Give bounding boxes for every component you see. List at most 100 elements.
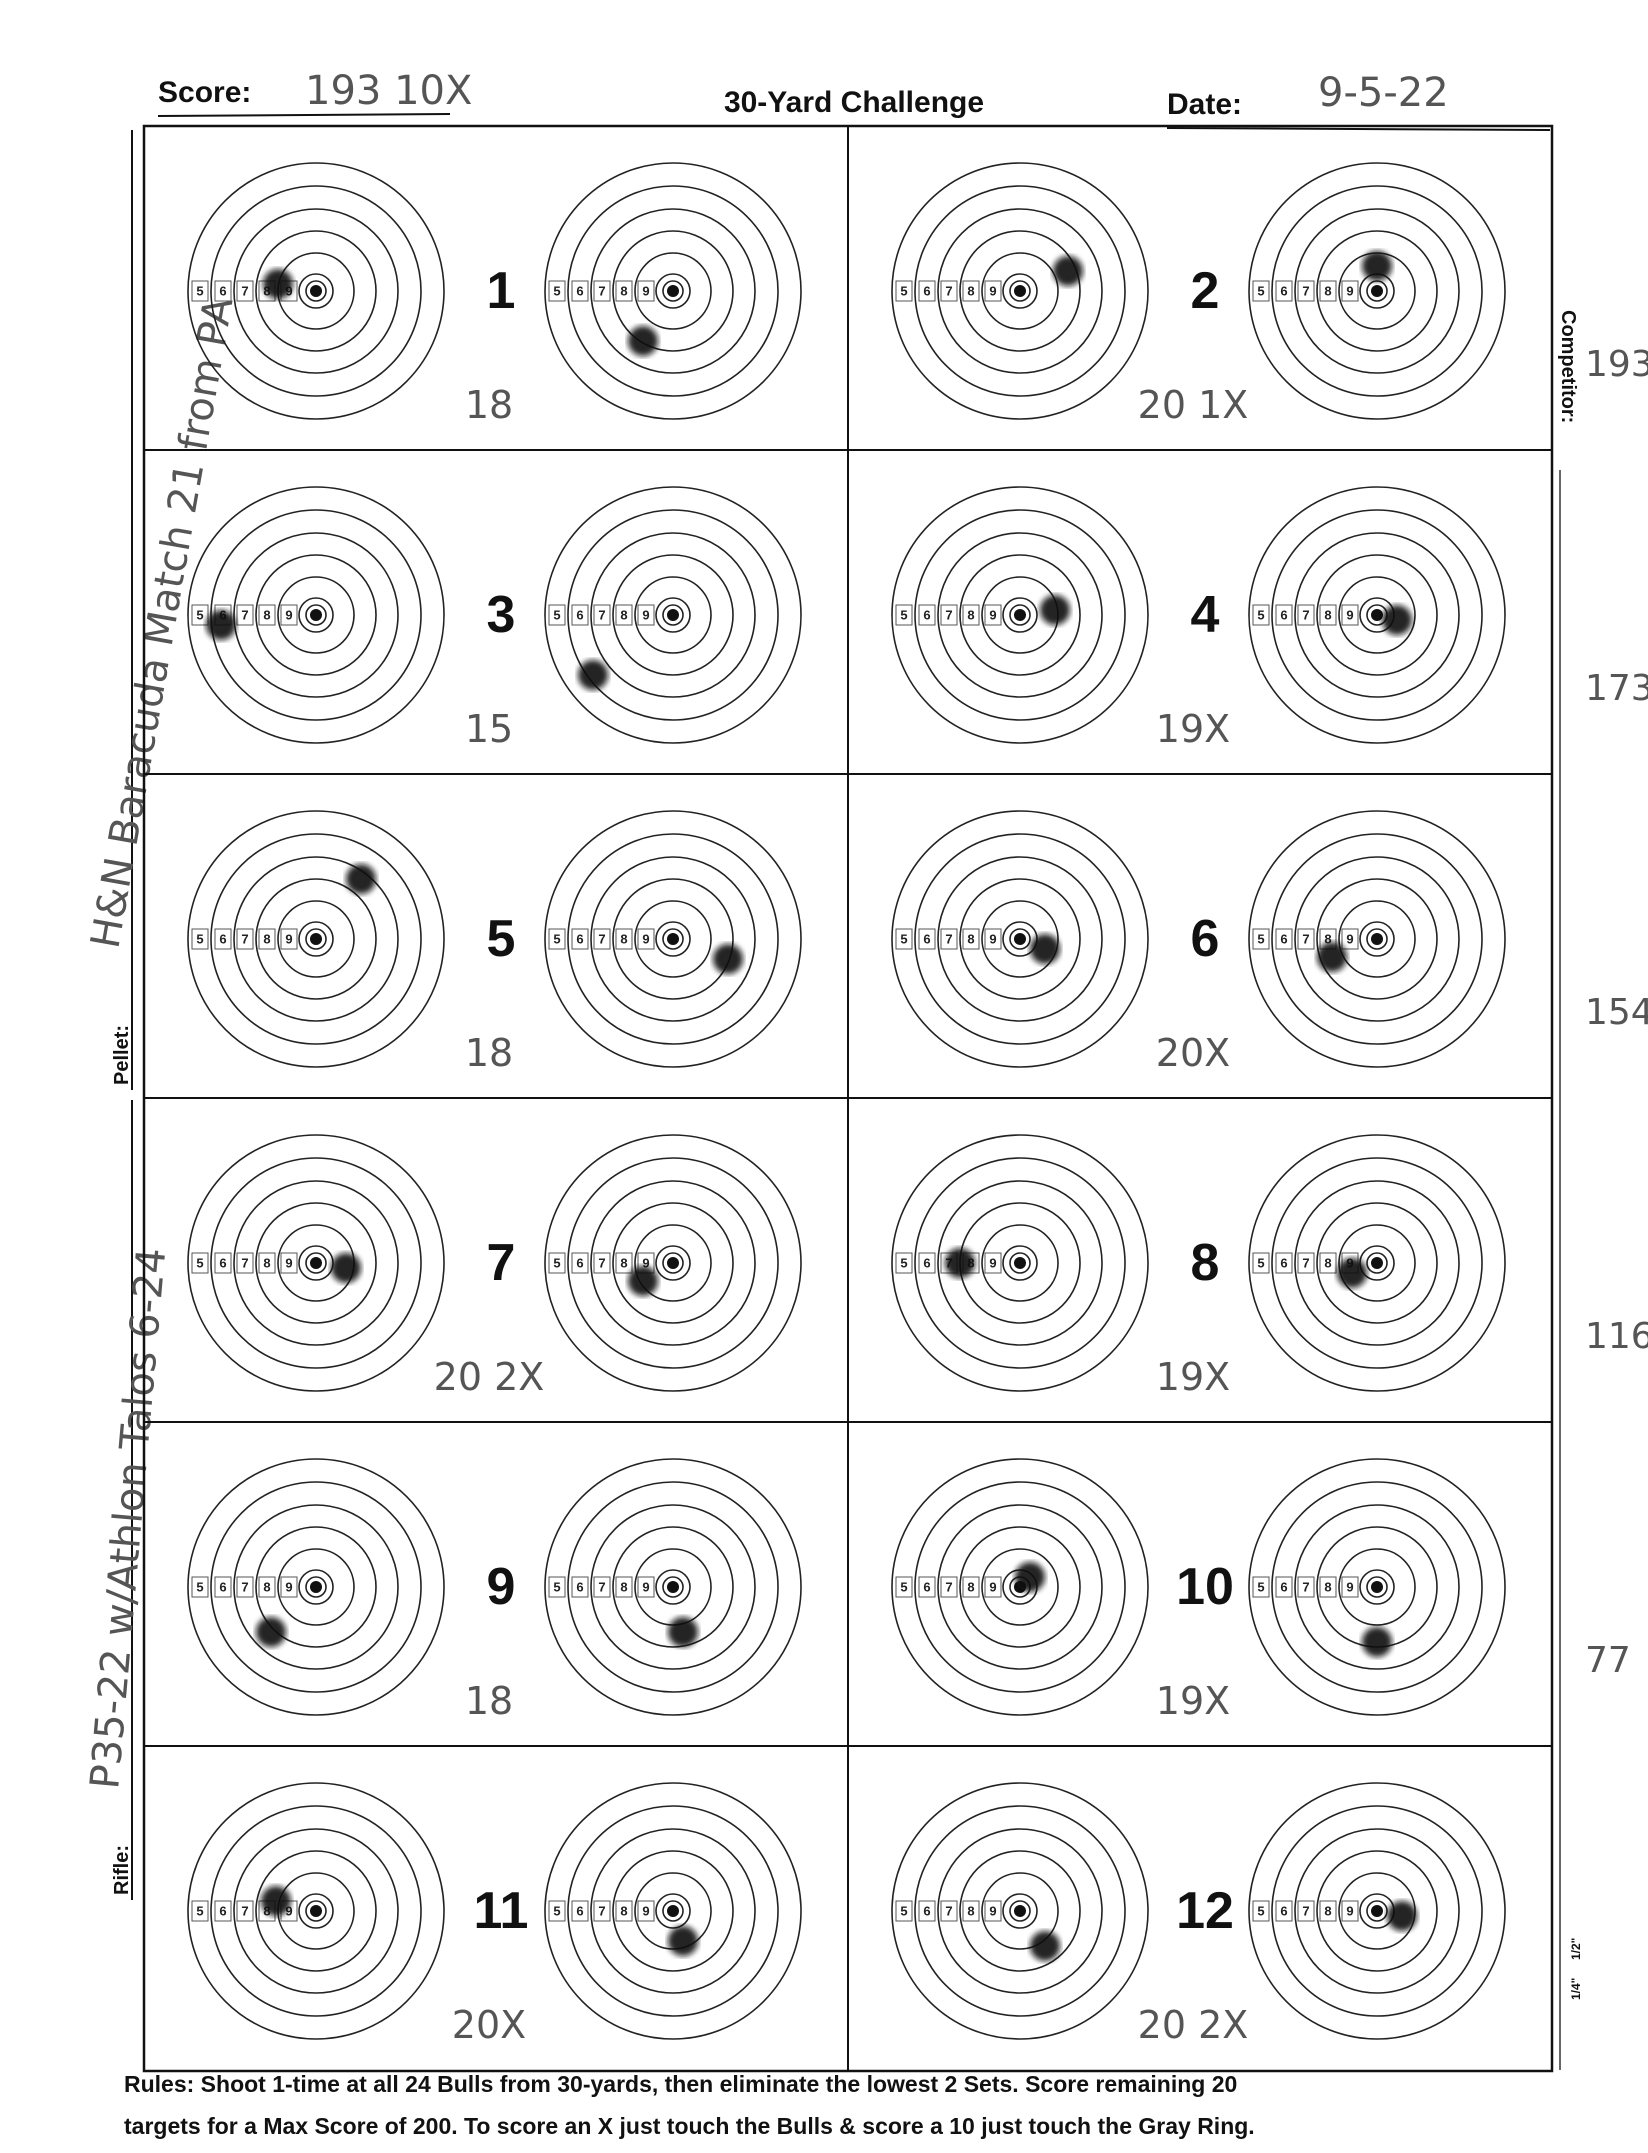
pellet-hole — [1317, 942, 1347, 972]
ring — [612, 1526, 734, 1648]
ring — [233, 1828, 399, 1994]
ring-label: 6 — [1280, 1903, 1287, 1918]
bull — [1371, 285, 1383, 297]
pellet-hole — [1030, 934, 1060, 964]
ring-label: 9 — [285, 1579, 292, 1594]
ring-label-box — [918, 928, 936, 950]
ring-label-box — [1341, 1900, 1359, 1922]
ring — [914, 1481, 1126, 1693]
ring-label-box — [962, 1900, 980, 1922]
ring — [1316, 230, 1438, 352]
ring-label: 5 — [1257, 283, 1264, 298]
ring-label: 5 — [553, 607, 560, 622]
pellet-hole — [1337, 1258, 1367, 1288]
ring — [1271, 185, 1483, 397]
ring-label-box — [940, 1900, 958, 1922]
ring — [233, 1180, 399, 1346]
set-score: 19X — [1156, 1679, 1230, 1723]
ring — [1248, 162, 1506, 420]
ring-label: 5 — [1257, 607, 1264, 622]
ring — [210, 1805, 422, 2017]
ring-label: 8 — [263, 1579, 270, 1594]
ring — [981, 1548, 1059, 1626]
ring — [210, 1481, 422, 1693]
ring-label: 8 — [620, 1579, 627, 1594]
ring-label: 7 — [945, 607, 952, 622]
ring-label: 8 — [967, 931, 974, 946]
ring — [590, 532, 756, 698]
ring — [255, 230, 377, 352]
ring — [277, 900, 355, 978]
ring — [612, 878, 734, 1000]
ring-label: 9 — [1346, 283, 1353, 298]
ring-label-box — [1319, 280, 1337, 302]
ring-label-box — [258, 1252, 276, 1274]
ring-label-box — [571, 1900, 589, 1922]
ring-label: 5 — [900, 1579, 907, 1594]
ring-label-box — [984, 1900, 1002, 1922]
ring — [1294, 532, 1460, 698]
ring-label-box — [962, 604, 980, 626]
ring-label: 8 — [1324, 1903, 1331, 1918]
bull — [310, 933, 322, 945]
ring — [959, 1526, 1081, 1648]
ring-label: 7 — [945, 1903, 952, 1918]
ring-label-box — [1275, 1252, 1293, 1274]
rifle-label: Rifle: — [111, 1845, 133, 1895]
ring-label-box — [258, 928, 276, 950]
ring-label-box — [1275, 604, 1293, 626]
ring-label: 9 — [642, 607, 649, 622]
ring — [298, 273, 334, 309]
ring — [233, 1504, 399, 1670]
ring-label: 8 — [1324, 931, 1331, 946]
ring-label-box — [593, 604, 611, 626]
ring — [655, 1569, 691, 1605]
ring-label: 9 — [1346, 607, 1353, 622]
ring-label: 6 — [219, 931, 226, 946]
ring — [1359, 921, 1395, 957]
ring-label-box — [191, 280, 209, 302]
running-total: 193 — [1585, 344, 1648, 385]
ring-label: 8 — [620, 1903, 627, 1918]
bull — [667, 1905, 679, 1917]
ring-label: 6 — [219, 1255, 226, 1270]
ring-label-box — [214, 280, 232, 302]
underline — [1166, 127, 1551, 131]
ring-label: 5 — [196, 1579, 203, 1594]
bull — [667, 933, 679, 945]
ring-label: 7 — [241, 607, 248, 622]
ring-label: 9 — [285, 1255, 292, 1270]
ring-label-box — [593, 1900, 611, 1922]
pellet-hole — [1382, 605, 1412, 635]
ring — [1248, 486, 1506, 744]
ring-label-box — [1297, 1576, 1315, 1598]
ring — [233, 208, 399, 374]
ring-label: 6 — [576, 1579, 583, 1594]
ring — [187, 1782, 445, 2040]
underline — [157, 113, 451, 117]
ring-label: 7 — [241, 1903, 248, 1918]
set-score: 18 — [465, 1679, 513, 1723]
ring — [1002, 1245, 1038, 1281]
ring-label-box — [637, 604, 655, 626]
ring-label-box — [984, 1252, 1002, 1274]
ring-label-box — [1319, 604, 1337, 626]
ring-label: 5 — [1257, 1579, 1264, 1594]
ring — [937, 1504, 1103, 1670]
ring-label-box — [191, 1252, 209, 1274]
ring — [1002, 1893, 1038, 1929]
ring-label-box — [593, 280, 611, 302]
ring — [662, 928, 684, 950]
ring-label-box — [637, 280, 655, 302]
ring-label: 7 — [598, 1903, 605, 1918]
ring-label: 9 — [1346, 931, 1353, 946]
ring — [1366, 1900, 1388, 1922]
ring — [1294, 208, 1460, 374]
ring-label: 8 — [1324, 1255, 1331, 1270]
bull — [1371, 933, 1383, 945]
ring — [1248, 1782, 1506, 2040]
ring — [891, 1458, 1149, 1716]
ring — [612, 554, 734, 676]
ring-label: 9 — [285, 607, 292, 622]
